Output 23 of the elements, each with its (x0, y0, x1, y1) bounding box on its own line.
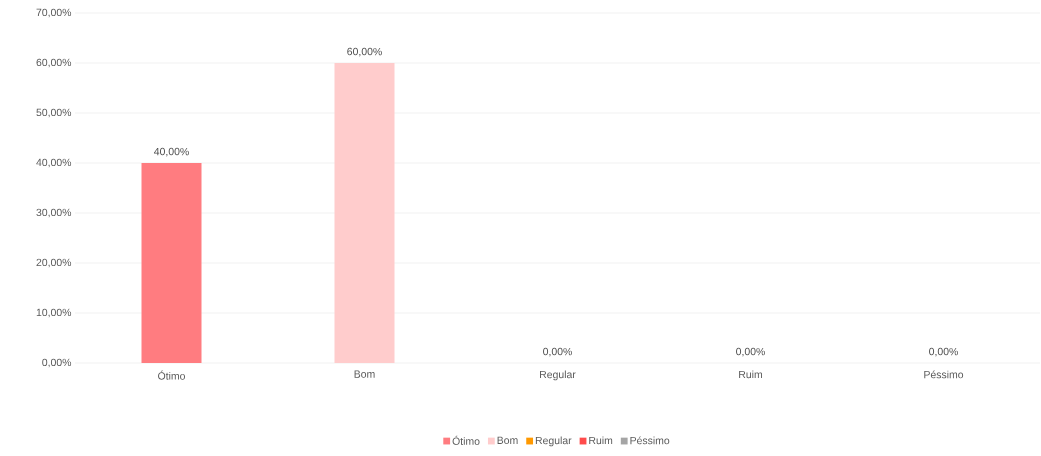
data-label: 40,00% (153, 147, 189, 157)
data-label: 60,00% (347, 47, 382, 57)
data-label: 0,00% (929, 347, 958, 357)
x-tick-label: Ruim (739, 370, 762, 379)
x-tick-label: Ótimo (158, 370, 186, 380)
x-tick-label: Regular (540, 370, 576, 381)
y-tick-label: 60,00% (36, 58, 72, 68)
y-tick-label: 40,00% (36, 158, 72, 168)
y-tick-label: 70,00% (36, 8, 72, 18)
y-tick-label: 50,00% (36, 108, 72, 118)
y-tick-label: 30,00% (36, 208, 72, 218)
legend-label: Bom (497, 436, 518, 445)
x-tick-label: Bom (354, 370, 375, 378)
data-label: 0,00% (736, 347, 765, 357)
x-tick-label: Péssimo (924, 370, 964, 379)
y-tick-label: 10,00% (36, 308, 72, 318)
legend-label: Ótimo (452, 435, 480, 445)
legend-label: Ruim (589, 436, 613, 445)
data-label: 0,00% (543, 347, 572, 357)
legend-label: Péssimo (630, 436, 670, 445)
y-tick-label: 0,00% (42, 358, 72, 368)
legend-label: Regular (535, 436, 572, 447)
y-tick-label: 20,00% (36, 258, 72, 268)
